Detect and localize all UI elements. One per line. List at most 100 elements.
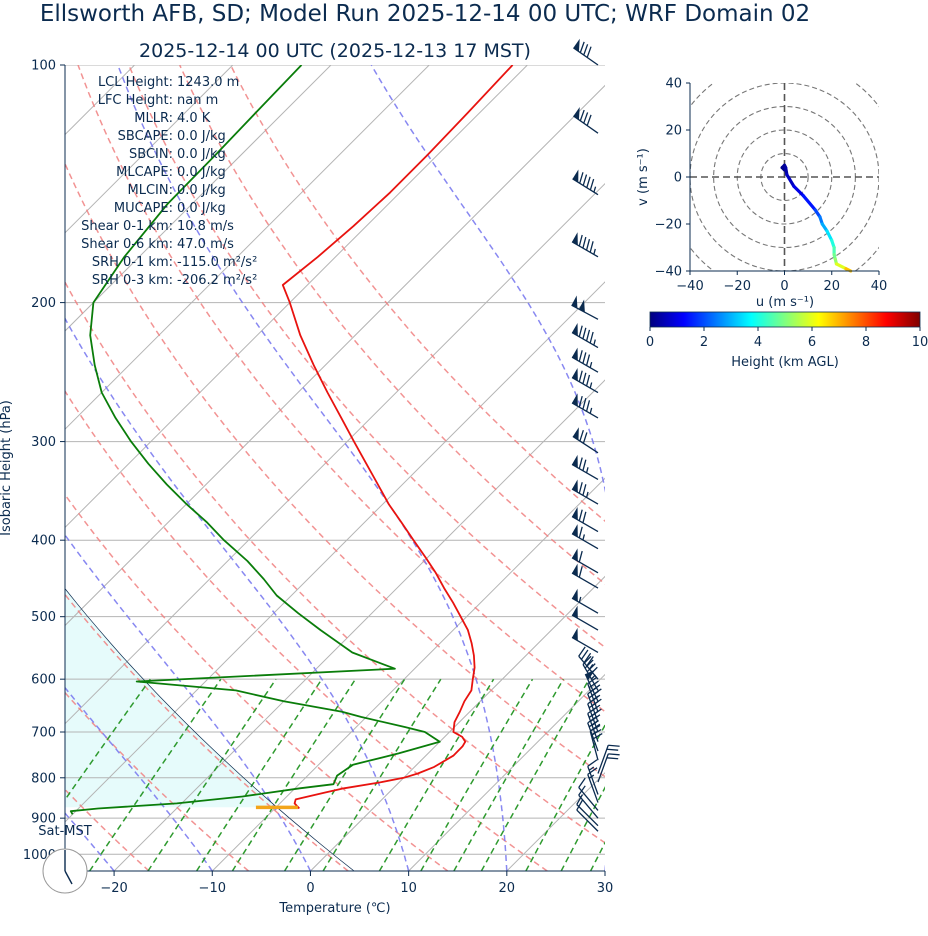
index-value: 0.0 J/kg — [177, 183, 226, 198]
dry-adiabat — [65, 389, 548, 871]
x-tick-label: 0 — [306, 881, 314, 896]
hodograph-x-label: u (m s⁻¹) — [756, 295, 814, 310]
mixing-ratio-line — [589, 841, 605, 871]
y-tick-label: 200 — [31, 296, 56, 311]
wind-barb — [573, 38, 599, 66]
hodograph-x-tick-label: 0 — [780, 279, 788, 294]
y-tick-label: 500 — [31, 610, 56, 625]
colorbar-tick-label: 10 — [912, 335, 928, 350]
colorbar-tick-label: 4 — [754, 335, 762, 350]
index-value: nan m — [177, 93, 218, 108]
index-value: 1243.0 m — [177, 75, 239, 90]
wind-barb — [571, 563, 599, 589]
moist-adiabat — [65, 811, 115, 871]
wind-barb — [571, 479, 599, 505]
mixing-ratio-line — [378, 678, 495, 871]
index-label: SRH 0-3 km: — [92, 273, 173, 288]
mixing-ratio-line — [195, 678, 323, 871]
wind-barb — [587, 759, 599, 795]
wind-barb — [571, 627, 599, 654]
x-tick-label: 30 — [597, 881, 614, 896]
dry-adiabat — [65, 593, 349, 871]
indices-block: LCL Height: 1243.0 m LFC Height: nan m MLLR:… — [81, 75, 257, 288]
wind-barb — [571, 368, 599, 394]
skew-t-background — [65, 65, 928, 871]
mixing-ratio-line — [420, 678, 534, 871]
x-axis-label: Temperature (℃) — [278, 901, 390, 916]
isotherm — [408, 673, 605, 871]
y-tick-label: 800 — [31, 771, 56, 786]
wind-barb — [571, 393, 599, 419]
dewpoint-profile — [69, 65, 441, 815]
index-label: SBCAPE: — [118, 129, 173, 144]
isotherm — [211, 477, 605, 871]
index-label: Shear 0-6 km: — [81, 237, 173, 252]
wind-barb — [571, 454, 599, 480]
isotherm — [703, 65, 928, 871]
clock-icon — [42, 848, 88, 894]
index-value: 0.0 J/kg — [177, 147, 226, 162]
x-tick-label: 10 — [400, 881, 417, 896]
moist-adiabat — [117, 65, 508, 871]
skew-t-profiles — [69, 65, 514, 815]
colorbar-gradient — [649, 311, 921, 328]
index-label: MLCIN: — [128, 183, 173, 198]
hodograph-segment — [785, 173, 796, 188]
colorbar-tick-label: 6 — [808, 335, 816, 350]
cape-shade — [65, 65, 277, 808]
wind-barb — [572, 169, 599, 196]
mixing-ratio-line — [231, 678, 357, 871]
wind-barb — [572, 427, 599, 454]
wind-barb — [578, 785, 599, 819]
x-tick-label: −20 — [100, 881, 127, 896]
index-label: MLCAPE: — [116, 165, 173, 180]
wind-barb — [573, 106, 599, 134]
wind-barb — [589, 724, 603, 761]
wind-barbs — [571, 38, 620, 832]
moist-adiabat — [65, 533, 312, 871]
isotherm — [65, 65, 528, 529]
skew-t-plot: −20 −10 0 10 20 30100200300400500600700800900… — [0, 59, 928, 917]
isotherm — [65, 65, 430, 430]
hodograph-y-tick-label: −40 — [655, 265, 682, 280]
isotherm — [65, 65, 332, 332]
moist-adiabat — [65, 317, 410, 871]
isotherm — [506, 772, 605, 871]
hodograph-segment — [801, 194, 817, 212]
hodograph-segment — [792, 184, 806, 198]
index-value: 0.0 J/kg — [177, 165, 226, 180]
wind-barb — [571, 588, 599, 614]
moist-adiabat — [65, 686, 213, 871]
wind-barb — [576, 799, 599, 832]
hodograph-x-tick-label: −40 — [676, 279, 703, 294]
hodograph-rings — [690, 83, 879, 271]
hodograph-segment — [825, 229, 834, 243]
index-label: LCL Height: — [98, 75, 173, 90]
isotherm — [310, 575, 605, 871]
mixing-ratio-line — [453, 678, 565, 871]
dry-adiabat — [65, 280, 605, 844]
chart-title: Ellsworth AFB, SD; Model Run 2025-12-14 … — [40, 1, 810, 27]
index-label: Shear 0-1 km: — [81, 219, 173, 234]
index-label: LFC Height: — [98, 93, 173, 108]
mixing-ratio-line — [560, 786, 605, 871]
wind-barb — [571, 524, 599, 550]
index-label: SRH 0-1 km: — [92, 255, 173, 270]
isotherm — [113, 379, 605, 871]
index-value: 0.0 J/kg — [177, 201, 226, 216]
y-tick-label: 300 — [31, 435, 56, 450]
y-tick-label: 900 — [31, 812, 56, 827]
x-tick-label: −10 — [199, 881, 226, 896]
dry-adiabat — [65, 161, 605, 778]
hodograph-axes: −40−40 −20 −20 0 0 20 20 40 40 — [655, 77, 888, 295]
y-tick-label: 700 — [31, 726, 56, 741]
isotherm — [65, 281, 605, 823]
hodograph-y-label: v (m s⁻¹) — [636, 148, 651, 206]
hodograph-x-tick-label: 40 — [871, 279, 888, 294]
wind-barb — [571, 548, 599, 574]
clock-label: Sat-MST — [38, 824, 91, 839]
wind-barb — [597, 744, 620, 774]
wind-barb — [571, 347, 599, 373]
hodograph-x-tick-label: −20 — [724, 279, 751, 294]
